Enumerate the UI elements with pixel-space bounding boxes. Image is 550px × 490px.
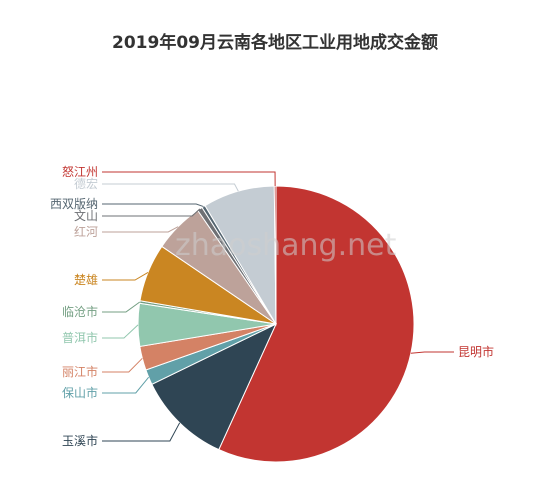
slice-label-临沧市: 临沧市 bbox=[62, 304, 98, 319]
slice-11-怒江州[interactable] bbox=[273, 185, 277, 325]
slice-label-保山市: 保山市 bbox=[62, 385, 98, 400]
leader-line-丽江市 bbox=[102, 357, 143, 373]
leader-line-怒江州 bbox=[102, 171, 276, 187]
slice-label-红河: 红河 bbox=[74, 224, 98, 239]
leader-line-临沧市 bbox=[102, 301, 141, 313]
watermark-text: zhaoshang.net bbox=[175, 228, 397, 263]
leader-line-红河 bbox=[102, 226, 179, 233]
leader-line-玉溪市 bbox=[102, 422, 181, 442]
slice-label-丽江市: 丽江市 bbox=[62, 364, 98, 379]
slice-label-西双版纳: 西双版纳 bbox=[50, 197, 98, 211]
leader-line-西双版纳 bbox=[102, 203, 204, 208]
slice-label-楚雄: 楚雄 bbox=[74, 272, 98, 287]
leader-line-昆明市 bbox=[410, 351, 454, 354]
leader-line-普洱市 bbox=[102, 324, 139, 339]
slice-label-怒江州: 怒江州 bbox=[62, 164, 98, 179]
chart-title: 2019年09月云南各地区工业用地成交金额 bbox=[112, 33, 438, 53]
slice-label-昆明市: 昆明市 bbox=[458, 344, 494, 359]
leader-line-德宏 bbox=[102, 183, 239, 192]
slice-label-文山: 文山 bbox=[74, 208, 98, 223]
slice-0-昆明市[interactable] bbox=[218, 185, 415, 463]
slice-label-普洱市: 普洱市 bbox=[62, 330, 98, 345]
leader-line-楚雄 bbox=[102, 271, 149, 281]
leader-line-文山 bbox=[102, 208, 201, 217]
slice-label-玉溪市: 玉溪市 bbox=[62, 433, 98, 448]
slice-label-德宏: 德宏 bbox=[74, 176, 98, 191]
leader-line-保山市 bbox=[102, 376, 150, 394]
